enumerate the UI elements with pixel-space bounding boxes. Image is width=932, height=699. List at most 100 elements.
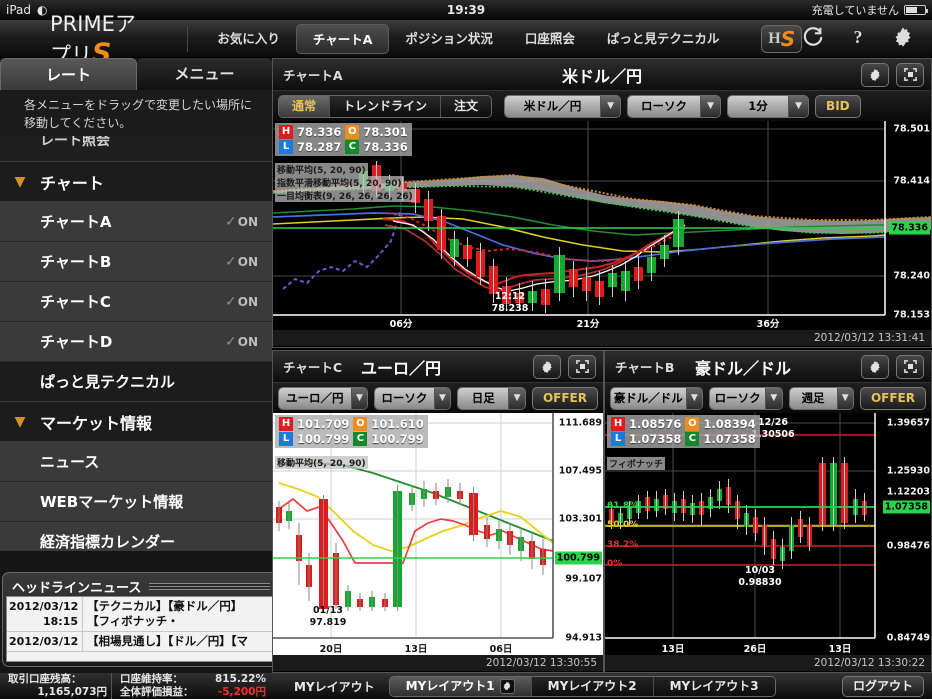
chevron-down-icon: ▼ bbox=[14, 413, 26, 430]
sidebar-item-chart-b[interactable]: チャートB ✓ON bbox=[0, 242, 272, 282]
gear-icon[interactable] bbox=[499, 678, 515, 694]
table-row[interactable]: 2012/03/12 【相場見通し】【ドル／円】【マ bbox=[7, 632, 275, 652]
chart-c-name: チャートC bbox=[283, 360, 343, 375]
chart-a-bid-button[interactable]: BID bbox=[815, 94, 861, 118]
nav-tab-technical[interactable]: ぱっと見テクニカル bbox=[606, 30, 720, 46]
chart-a-indicator-ma: 移動平均(5, 20, 90) bbox=[275, 163, 368, 176]
ohlc-low-tag: L bbox=[279, 140, 293, 154]
chart-a-type-select[interactable]: ローソク ▼ bbox=[627, 94, 722, 118]
sidebar-item-chart-d[interactable]: チャートD ✓ON bbox=[0, 322, 272, 362]
gear-icon[interactable] bbox=[533, 354, 561, 379]
gear-icon[interactable] bbox=[892, 26, 914, 52]
layout-tab-1-label: MYレイアウト1 bbox=[405, 678, 495, 693]
news-date: 2012/03/12 bbox=[9, 635, 79, 648]
chart-c-offer-button[interactable]: OFFER bbox=[531, 386, 598, 410]
chart-b-type-select[interactable]: ローソク ▼ bbox=[709, 386, 783, 410]
nav-tab-account[interactable]: 口座照会 bbox=[524, 30, 575, 46]
chart-c-type-select[interactable]: ローソク ▼ bbox=[374, 386, 452, 410]
nav-tab-positions[interactable]: ポジション状況 bbox=[405, 30, 493, 46]
ohlc-close-tag: C bbox=[685, 432, 700, 446]
chart-b-annotation2-time: 10/03 bbox=[745, 565, 775, 576]
state-text: ON bbox=[237, 214, 258, 229]
sidebar-item-chart-b-state[interactable]: ✓ON bbox=[225, 254, 258, 270]
nav-tab-favorites[interactable]: お気に入り bbox=[217, 30, 280, 46]
ohlc-high-tag: H bbox=[279, 125, 293, 139]
sidebar-tab-menu[interactable]: メニュー bbox=[137, 58, 272, 90]
sidebar-item-econ-calendar[interactable]: 経済指標カレンダー bbox=[0, 522, 272, 551]
gear-icon[interactable] bbox=[861, 354, 889, 379]
logout-button[interactable]: ログアウト bbox=[841, 675, 924, 697]
ohlc-low-tag: L bbox=[279, 432, 293, 446]
chart-b-period-select[interactable]: 週足 ▼ bbox=[788, 386, 854, 410]
sidebar-item-chart-a[interactable]: チャートA ✓ON bbox=[0, 202, 272, 242]
fullscreen-icon[interactable] bbox=[568, 354, 596, 379]
chart-c-period-select[interactable]: 日足 ▼ bbox=[457, 386, 526, 410]
ohlc-low-value: 78.287 bbox=[297, 140, 342, 154]
margin-ratio-value: 815.22% bbox=[214, 673, 266, 685]
chart-c-pair-select[interactable]: ユーロ／円 ▼ bbox=[278, 386, 369, 410]
layout-tab-2[interactable]: MYレイアウト2 bbox=[531, 676, 654, 696]
headline-news-panel: ヘッドラインニュース 2012/03/12 18:15 【テクニカル】【豪ドル／… bbox=[2, 572, 280, 667]
drag-handle-icon[interactable] bbox=[149, 582, 270, 590]
status-left: iPad ◐ bbox=[0, 3, 48, 17]
sidebar-menu-list[interactable]: レート照会 ▼ チャート チャートA ✓ON チャートB ✓ON チャートC ✓… bbox=[0, 136, 272, 551]
chart-c-header-buttons bbox=[533, 354, 603, 379]
ohlc-open-tag: O bbox=[345, 125, 360, 139]
layout-tab-1[interactable]: MYレイアウト1 bbox=[389, 676, 532, 696]
sidebar-item-news[interactable]: ニュース bbox=[0, 442, 272, 482]
sidebar-tab-rate[interactable]: レート bbox=[0, 58, 137, 90]
chart-c-current-price: 100.799 bbox=[554, 551, 602, 565]
help-icon[interactable]: ? bbox=[848, 26, 868, 52]
sidebar-item-chart-c[interactable]: チャートC ✓ON bbox=[0, 282, 272, 322]
chart-b-annotation-low: 10/03 0.98830 bbox=[738, 565, 781, 589]
y-tick: 78.240 bbox=[893, 270, 930, 282]
sidebar-item-chart-a-state[interactable]: ✓ON bbox=[225, 214, 258, 230]
nav-tab-chart-a[interactable]: チャートA bbox=[295, 23, 390, 54]
sidebar-item-quick-technical[interactable]: ぱっと見テクニカル bbox=[0, 362, 272, 402]
chart-c-plot[interactable]: H 101.709 O 101.610 L 100.799 C 100.799 … bbox=[273, 413, 603, 655]
chart-b-pair-select[interactable]: 豪ドル／ドル ▼ bbox=[610, 386, 704, 410]
sidebar-group-chart[interactable]: ▼ チャート bbox=[0, 162, 272, 202]
x-tick: 13日 bbox=[661, 644, 685, 655]
chart-a-mode-order[interactable]: 注文 bbox=[441, 95, 492, 117]
hs-logo-s: S bbox=[780, 26, 796, 51]
chart-b-offer-button[interactable]: OFFER bbox=[859, 386, 926, 410]
sidebar-item-chart-a-label: チャートA bbox=[40, 213, 112, 231]
chart-a-pair-select[interactable]: 米ドル／円 ▼ bbox=[504, 94, 622, 118]
chart-a-mode-trendline[interactable]: トレンドライン bbox=[330, 95, 442, 117]
gear-icon[interactable] bbox=[861, 62, 889, 87]
ohlc-high-value: 78.336 bbox=[297, 125, 342, 139]
news-time: 18:15 bbox=[42, 615, 78, 628]
headline-news-list[interactable]: 2012/03/12 18:15 【テクニカル】【豪ドル／円】 【フィボナッチ・… bbox=[6, 596, 276, 662]
y-tick: 103.301 bbox=[558, 513, 602, 525]
x-tick: 06日 bbox=[489, 644, 513, 655]
news-row[interactable]: 2012/03/12 18:15 【テクニカル】【豪ドル／円】 【フィボナッチ・ bbox=[7, 597, 275, 632]
fullscreen-icon[interactable] bbox=[896, 354, 924, 379]
sidebar-item-web-market[interactable]: WEBマーケット情報 bbox=[0, 482, 272, 522]
sidebar-item-chart-c-state[interactable]: ✓ON bbox=[225, 294, 258, 310]
chart-a-annotation-time: 12:12 bbox=[494, 291, 526, 302]
chart-a-mode-normal[interactable]: 通常 bbox=[279, 95, 331, 117]
sidebar-hint-line2: 移動してください。 bbox=[24, 116, 132, 130]
layout-bar: MYレイアウト MYレイアウト1 MYレイアウト2 MYレイアウト3 ログアウト bbox=[272, 673, 932, 699]
chart-c-annotation-price: 97.819 bbox=[309, 617, 347, 628]
refresh-icon[interactable] bbox=[802, 26, 824, 52]
sidebar-item-chart-d-state[interactable]: ✓ON bbox=[225, 334, 258, 350]
margin-ratio-row: 口座維持率： 815.22% bbox=[120, 673, 272, 686]
chevron-down-icon: ▼ bbox=[836, 387, 853, 409]
chart-c-period-value: 日足 bbox=[458, 387, 509, 409]
chart-a-period-select[interactable]: 1分 ▼ bbox=[727, 94, 810, 118]
layout-tab-3[interactable]: MYレイアウト3 bbox=[653, 676, 775, 696]
chart-a-annotation-price: 78.238 bbox=[491, 303, 529, 314]
fullscreen-icon[interactable] bbox=[896, 62, 924, 87]
battery-icon bbox=[904, 5, 928, 15]
ohlc-high-tag: H bbox=[611, 417, 625, 431]
sidebar-group-market[interactable]: ▼ マーケット情報 bbox=[0, 402, 272, 442]
sidebar-item-clipped-top[interactable]: レート照会 bbox=[0, 136, 272, 162]
chart-a-plot[interactable]: H 78.336 O 78.301 L 78.287 C 78.336 移動平均… bbox=[273, 121, 931, 330]
y-tick: 78.153 bbox=[893, 309, 930, 321]
header-divider bbox=[186, 25, 188, 52]
chart-a-timestamp: 2012/03/12 13:31:41 bbox=[273, 330, 931, 346]
chart-b-plot[interactable]: H 1.08576 O 1.08394 L 1.07358 C 1.07358 … bbox=[605, 413, 931, 655]
